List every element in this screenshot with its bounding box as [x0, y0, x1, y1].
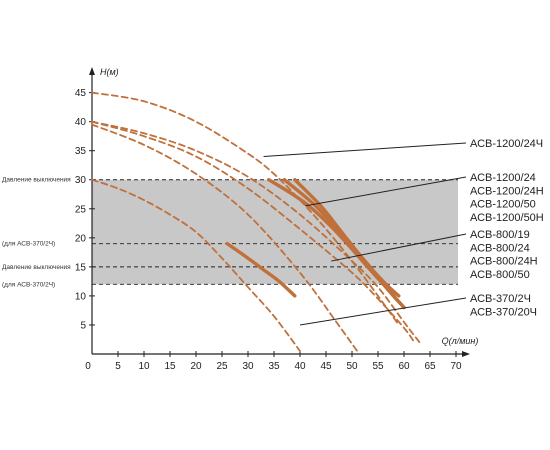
x-tick-label: 65: [424, 361, 436, 372]
y-axis-label: H(м): [100, 67, 119, 77]
x-tick-label: 5: [115, 361, 121, 372]
callout-line: [263, 142, 467, 158]
model-label: АСВ-800/24: [470, 242, 530, 254]
callout-line: [299, 297, 467, 326]
reference-line-label: (для АСВ-370/2Ч): [2, 281, 55, 288]
x-tick-label: 45: [320, 361, 332, 372]
working-segment-4: [225, 241, 297, 298]
pump-curve-4: [91, 123, 359, 352]
x-tick-label: 35: [268, 361, 280, 372]
reference-line-label: (для АСВ-370/2Ч): [2, 241, 55, 248]
x-axis-label: Q(л/мин): [442, 336, 479, 346]
y-tick-label: 20: [75, 233, 87, 244]
pump-curve-2: [91, 120, 416, 344]
y-tick-label: 15: [75, 262, 87, 273]
y-tick-label: 30: [75, 175, 87, 186]
x-tick-label: 60: [398, 361, 410, 372]
model-label: АСВ-370/2Ч: [470, 293, 531, 305]
reference-line-label: Давление выключения: [2, 264, 71, 271]
x-tick-label: 50: [346, 361, 358, 372]
model-label: АСВ-800/24Н: [470, 256, 538, 268]
callout-line: [305, 176, 467, 207]
model-label: АСВ-800/50: [470, 269, 530, 281]
y-tick-label: 40: [75, 117, 87, 128]
reference-line-label: Давление выключения: [2, 177, 71, 184]
x-axis-arrow: [462, 351, 470, 357]
model-label: АСВ-1200/50Н: [470, 212, 544, 224]
curves-layer: [91, 91, 421, 352]
x-tick-label: 20: [190, 361, 202, 372]
model-label: АСВ-1200/24Н: [470, 185, 544, 197]
x-tick-label: 40: [294, 361, 306, 372]
pump-curve-1: [91, 91, 400, 326]
model-label: АСВ-1200/24Ч: [470, 138, 543, 150]
x-tick-label: 15: [164, 361, 176, 372]
model-label: АСВ-800/19: [470, 229, 530, 241]
pump-curve-5: [91, 178, 301, 352]
y-tick-label: 25: [75, 204, 87, 215]
model-label: АСВ-370/20Ч: [470, 306, 537, 318]
axes-layer: 5 10 15 20 25 30 35 40 45 0 5 10 15 20 25 30 35 40 45 50 55 6…: [75, 67, 470, 372]
pump-curve-3: [91, 120, 421, 344]
model-label: АСВ-1200/50: [470, 199, 536, 211]
y-tick-label: 5: [80, 320, 86, 331]
x-tick-label: 0: [85, 361, 91, 372]
y-axis-arrow: [89, 67, 95, 75]
x-tick-label: 10: [138, 361, 150, 372]
callout-line: [331, 233, 467, 262]
y-tick-label: 35: [75, 146, 87, 157]
y-tick-label: 45: [75, 88, 87, 99]
x-tick-label: 55: [372, 361, 384, 372]
x-tick-label: 25: [216, 361, 228, 372]
x-tick-label: 70: [450, 361, 462, 372]
x-tick-label: 30: [242, 361, 254, 372]
model-label: АСВ-1200/24: [470, 172, 536, 184]
y-tick-label: 10: [75, 291, 87, 302]
